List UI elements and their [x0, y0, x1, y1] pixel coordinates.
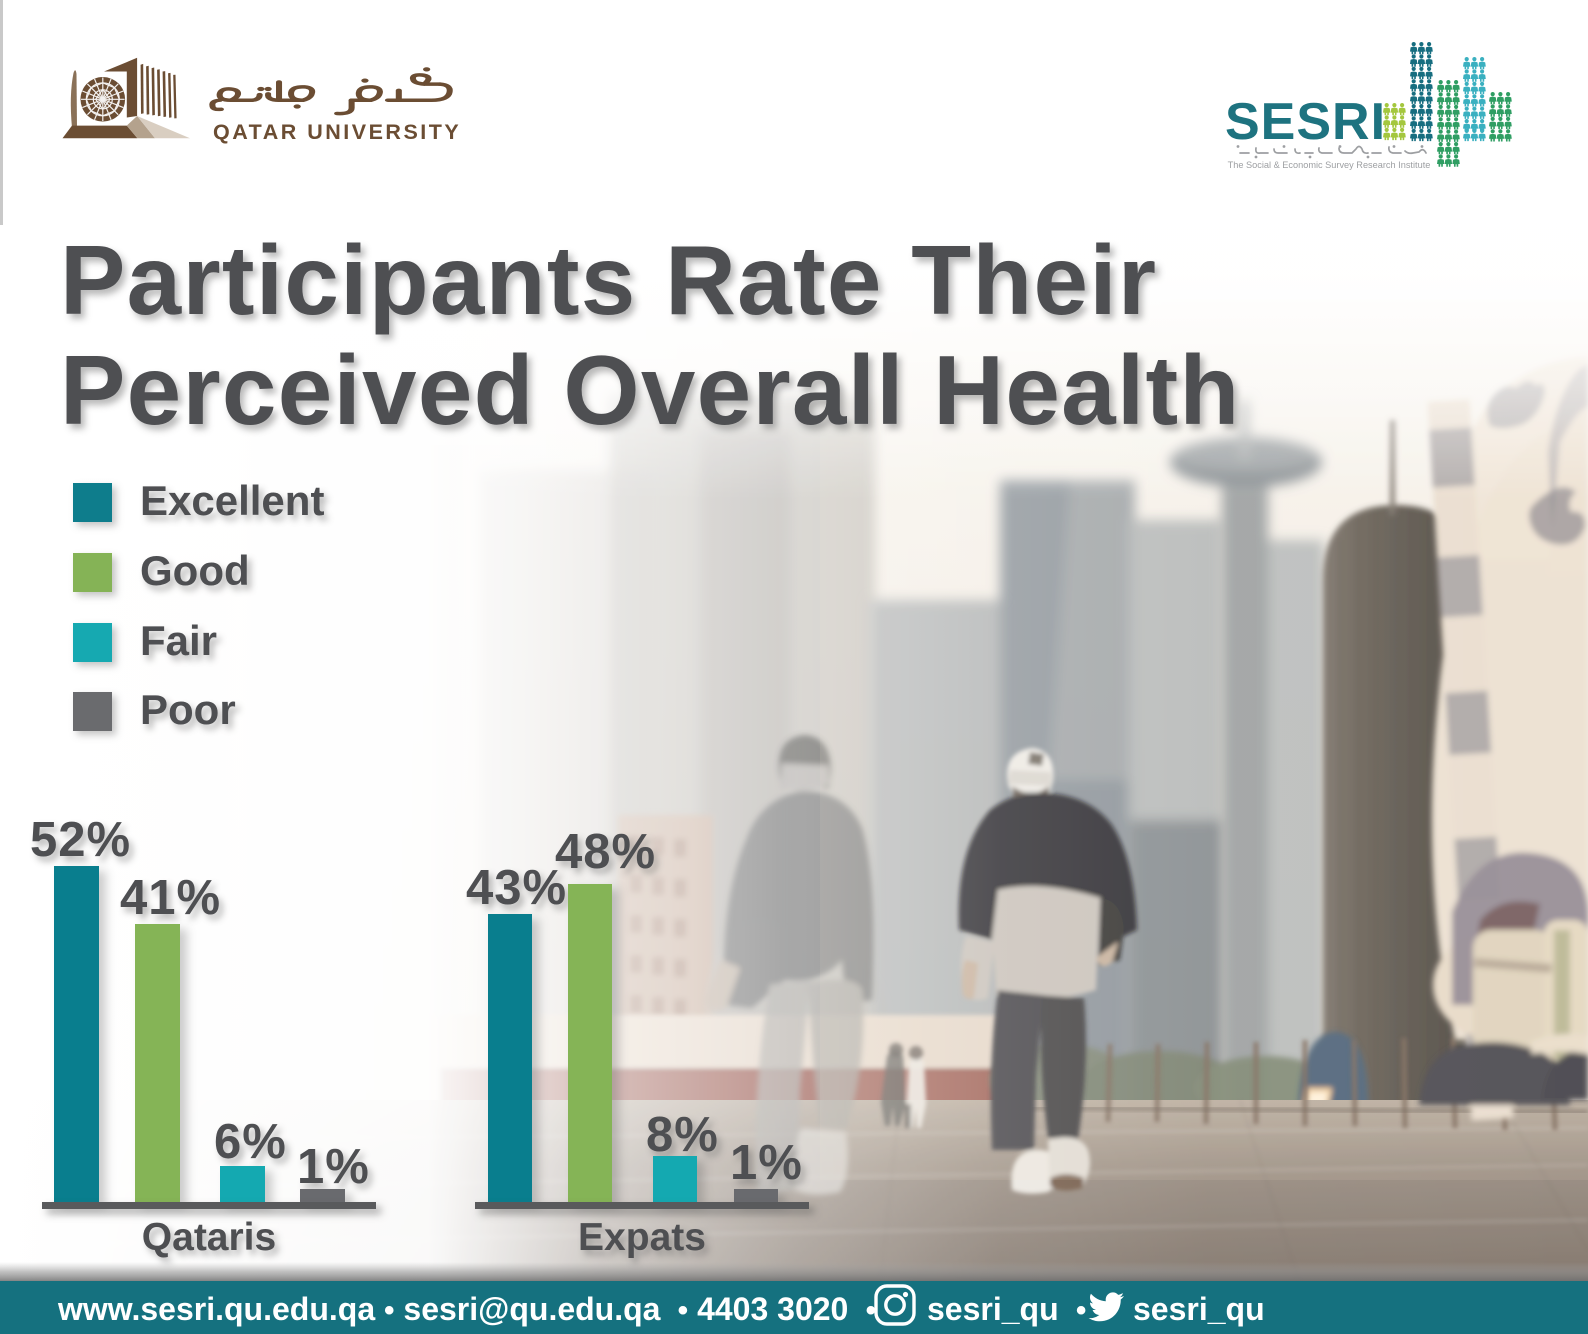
svg-text:QATAR UNIVERSITY: QATAR UNIVERSITY	[213, 120, 461, 144]
